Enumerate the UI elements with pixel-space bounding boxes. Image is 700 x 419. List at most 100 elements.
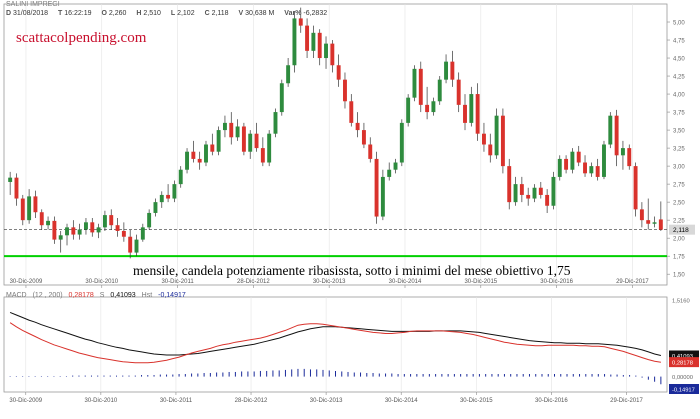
bull-candle — [134, 239, 139, 253]
bear-candle — [633, 166, 638, 210]
price-x-tick-label: 30-Dic-2013 — [313, 279, 346, 285]
price-y-tick-label: 3,75 — [673, 111, 685, 117]
bear-candle — [33, 196, 38, 213]
bull-candle — [292, 18, 297, 66]
price-y-tick-label: 4,50 — [673, 57, 685, 63]
price-y-tick-label: 4,75 — [673, 39, 685, 45]
bear-candle — [191, 151, 196, 159]
bull-candle — [393, 162, 398, 170]
price-y-tick-label: 2,50 — [673, 201, 685, 207]
bull-candle — [469, 94, 474, 123]
macd-readout: MACD (12 , 200) 0,28178 S 0,41093 Hst -0… — [6, 292, 190, 299]
bear-candle — [368, 144, 373, 159]
bear-candle — [425, 104, 430, 113]
bull-candle — [399, 122, 404, 163]
bull-candle — [248, 133, 253, 152]
bull-candle — [406, 97, 411, 123]
candles-group — [8, 7, 663, 259]
bear-candle — [564, 158, 569, 170]
price-x-tick-label: 30-Dic-2016 — [540, 279, 573, 285]
bear-candle — [519, 184, 524, 195]
bull-candle — [380, 176, 385, 217]
bull-candle — [286, 65, 291, 84]
bear-candle — [71, 227, 76, 235]
price-y-tick-label: 2,00 — [673, 237, 685, 243]
bear-candle — [128, 236, 133, 253]
bear-candle — [475, 94, 480, 134]
bear-candle — [355, 122, 360, 131]
macd-x-tick-label: 29-Dic-2017 — [610, 398, 643, 404]
bull-candle — [178, 169, 183, 185]
bear-candle — [418, 68, 423, 105]
bull-candle — [140, 227, 145, 240]
bear-candle — [343, 79, 347, 102]
price-x-tick-label: 30-Dic-2014 — [389, 279, 422, 285]
low-readout: L 2,102 — [170, 10, 195, 17]
bull-candle — [311, 32, 316, 51]
bull-candle — [84, 222, 88, 230]
macd-x-tick-label: 28-Dic-2012 — [235, 398, 268, 404]
bear-candle — [109, 215, 114, 226]
bear-candle — [52, 220, 57, 240]
open-readout: O 2,260 — [101, 10, 127, 17]
macd-histogram — [9, 368, 662, 385]
signal-value: 0,41093 — [110, 292, 136, 299]
macd-x-tick-label: 30-Dic-2015 — [460, 398, 493, 404]
bear-candle — [456, 79, 461, 105]
price-y-tick-label: 3,00 — [673, 165, 685, 171]
bull-candle — [652, 222, 657, 224]
bull-candle — [159, 194, 164, 203]
macd-value-tag — [669, 357, 699, 368]
bull-candle — [431, 101, 436, 113]
bull-candle — [102, 215, 107, 228]
price-y-tick-label: 2,75 — [673, 183, 685, 189]
bull-candle — [27, 196, 32, 221]
bull-candle — [513, 184, 518, 203]
bear-candle — [349, 101, 354, 123]
bull-candle — [172, 184, 177, 199]
macd-value-tag — [669, 384, 699, 394]
macd-x-tick-label: 30-Dic-2014 — [385, 398, 418, 404]
bear-candle — [526, 194, 531, 199]
price-y-tick-label: 3,50 — [673, 129, 685, 135]
bull-candle — [324, 43, 328, 59]
price-x-tick-label: 30-Dic-2010 — [85, 279, 118, 285]
bear-candle — [305, 25, 310, 51]
macd-y-tick-label: 0,28178 — [672, 361, 693, 367]
bear-candle — [330, 43, 335, 66]
macd-x-tick-label: 30-Dic-2009 — [9, 398, 42, 404]
bull-candle — [96, 227, 101, 233]
price-y-tick-label: 2,25 — [673, 219, 685, 225]
macd-y-tick-label: 1,5160 — [672, 299, 690, 305]
macd-y-tick-label: -0,14917 — [672, 388, 695, 394]
bull-candle — [437, 79, 442, 102]
bull-candle — [608, 115, 613, 145]
bull-candle — [58, 235, 63, 240]
price-x-tick-label: 29-Dic-2017 — [616, 279, 649, 285]
support-line-group — [4, 229, 667, 258]
bull-candle — [551, 176, 556, 206]
last-price-tag — [669, 224, 695, 235]
bear-candle — [658, 219, 663, 230]
macd-name: MACD — [6, 292, 27, 299]
price-y-tick-label: 4,25 — [673, 75, 685, 81]
high-readout: H 2,510 — [136, 10, 161, 17]
price-x-tick-label: 30-Dic-2009 — [10, 279, 43, 285]
price-y-tick-label: 5,00 — [673, 21, 685, 27]
bull-candle — [387, 169, 392, 177]
bull-candle — [412, 68, 417, 98]
price-x-axis: 30-Dic-2009 30-Dic-2010 30-Dic-2011 28-Dic-… — [10, 279, 649, 288]
bear-candle — [463, 104, 467, 123]
ohlc-readout: D 31/08/2018 T 16:22:19 O 2,260 H 2,510 … — [6, 10, 335, 17]
bear-candle — [646, 220, 651, 224]
bear-candle — [374, 158, 379, 217]
price-x-tick-label: 30-Dic-2011 — [161, 279, 194, 285]
bear-candle — [500, 115, 505, 167]
bear-candle — [576, 151, 581, 163]
watermark-text: scattacolpending.com — [16, 30, 147, 46]
price-grid — [25, 4, 633, 285]
macd-x-tick-label: 30-Dic-2013 — [310, 398, 343, 404]
bull-candle — [620, 148, 625, 156]
